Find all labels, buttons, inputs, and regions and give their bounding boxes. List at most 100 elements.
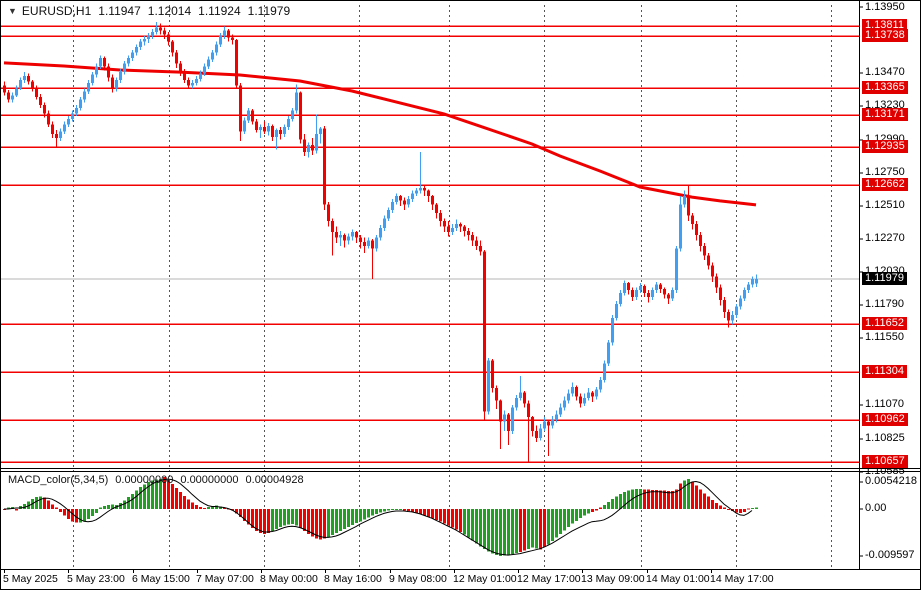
candle-body (107, 66, 110, 78)
symbol-dropdown-icon[interactable]: ▼ (8, 6, 17, 16)
macd-histogram-bar (291, 509, 294, 525)
time-axis-label: 5 May 2025 (3, 573, 58, 585)
macd-histogram-bar (139, 486, 142, 509)
macd-histogram-bar (363, 509, 366, 520)
macd-histogram-bar (611, 499, 614, 509)
macd-histogram-bar (167, 480, 170, 509)
macd-histogram-bar (571, 509, 574, 524)
price-line-label: 1.13738 (862, 29, 908, 42)
macd-histogram-bar (399, 509, 402, 510)
candle-body (135, 47, 138, 53)
macd-histogram-bar (547, 509, 550, 545)
candle-body (47, 113, 50, 125)
macd-histogram-bar (119, 503, 122, 509)
candle-body (59, 131, 62, 139)
macd-histogram-bar (275, 509, 278, 530)
macd-histogram-bar (475, 509, 478, 544)
candle-body (271, 125, 274, 137)
candle-body (151, 31, 154, 37)
candle-body (199, 73, 202, 79)
macd-histogram-bar (643, 489, 646, 509)
candle-body (299, 92, 302, 140)
macd-histogram-bar (183, 495, 186, 509)
candle-body (491, 360, 494, 389)
candle-body (15, 88, 18, 96)
candle-body (667, 294, 670, 299)
price-grid-label: 1.12510 (865, 199, 905, 211)
macd-histogram-bar (75, 509, 78, 523)
candle-body (631, 290, 634, 298)
macd-histogram-bar (287, 509, 290, 525)
candle-body (719, 287, 722, 300)
candle-body (555, 414, 558, 420)
candle-body (583, 397, 586, 404)
macd-histogram-bar (447, 509, 450, 526)
candle-body (75, 107, 78, 114)
macd-value-2: 0.00000000 (180, 474, 239, 486)
macd-histogram-bar (595, 509, 598, 511)
candle-body (407, 198, 410, 205)
macd-histogram-bar (567, 509, 570, 528)
candle-body (707, 255, 710, 266)
candle-body (559, 407, 562, 415)
macd-histogram-bar (519, 509, 522, 553)
ohlc-low: 1.11924 (198, 4, 241, 18)
macd-histogram-bar (311, 509, 314, 537)
price-line-label: 1.13365 (862, 81, 908, 94)
macd-histogram-bar (171, 484, 174, 509)
price-grid-label: 1.12270 (865, 232, 905, 244)
candle-body (87, 82, 90, 92)
macd-histogram-bar (375, 509, 378, 514)
candle-body (211, 52, 214, 60)
macd-histogram-bar (367, 509, 370, 518)
time-axis-label: 5 May 23:00 (67, 573, 125, 585)
macd-histogram-bar (347, 509, 350, 528)
macd-histogram-bar (583, 509, 586, 516)
price-line-label: 1.10962 (862, 413, 908, 426)
candle-body (339, 234, 342, 238)
macd-histogram-bar (51, 504, 54, 509)
price-line-label: 1.13811 (862, 19, 907, 32)
candle-body (343, 234, 346, 241)
candle-body (327, 204, 330, 222)
candle-body (419, 187, 422, 191)
macd-histogram-bar (351, 509, 354, 526)
candle-body (11, 95, 14, 100)
candle-body (283, 127, 286, 135)
macd-histogram-bar (259, 509, 262, 534)
macd-histogram-bar (271, 509, 274, 532)
macd-histogram-bar (91, 509, 94, 516)
candle-body (747, 284, 750, 291)
time-axis-label: 12 May 01:00 (453, 573, 517, 585)
macd-histogram-bar (123, 500, 126, 509)
candle-body (399, 196, 402, 201)
macd-histogram-bar (371, 509, 374, 516)
candle-body (447, 226, 450, 233)
candle-body (751, 279, 754, 285)
candle-body (515, 397, 518, 408)
time-axis-label: 14 May 01:00 (646, 573, 710, 585)
candle-body (223, 30, 226, 37)
macd-histogram-bar (719, 505, 722, 509)
macd-histogram-bar (639, 488, 642, 509)
macd-histogram-bar (683, 480, 686, 509)
candle-body (359, 237, 362, 242)
macd-histogram-bar (531, 509, 534, 548)
candle-body (347, 236, 350, 241)
candle-body (95, 66, 98, 75)
candle-body (611, 317, 614, 343)
candle-body (435, 204, 438, 213)
candle-body (591, 392, 594, 397)
macd-histogram-bar (675, 489, 678, 509)
candle-body (79, 99, 82, 108)
candle-body (227, 30, 230, 38)
macd-histogram-bar (303, 509, 306, 532)
price-grid-label: 1.11070 (865, 398, 904, 410)
macd-histogram-bar (479, 509, 482, 547)
candle-body (615, 303, 618, 318)
macd-histogram-bar (355, 509, 358, 524)
candle-body (371, 240, 374, 249)
candle-body (203, 66, 206, 74)
